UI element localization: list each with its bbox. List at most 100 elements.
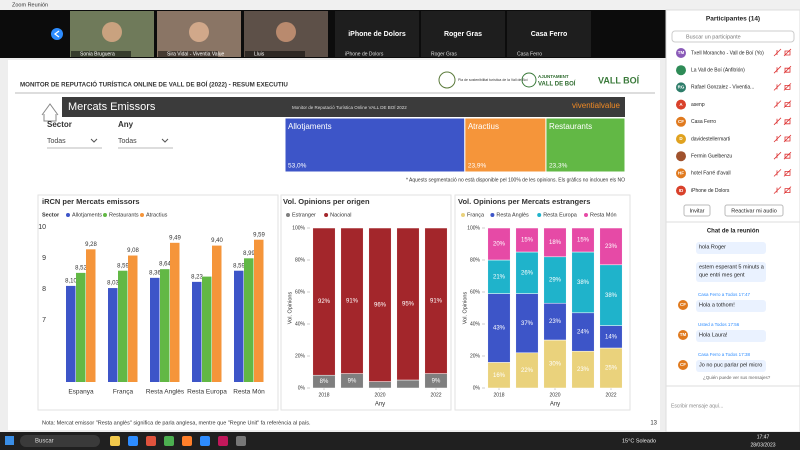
search-placeholder: Buscar un participante bbox=[686, 34, 741, 40]
audio-tile bbox=[335, 11, 419, 57]
tile-name: Lluis bbox=[254, 51, 265, 57]
value-label: 91% bbox=[346, 298, 359, 304]
taskbar-app[interactable] bbox=[182, 436, 192, 446]
legend-label: Allotjaments bbox=[72, 212, 102, 218]
bar-segment bbox=[368, 381, 392, 389]
y-tick-label: 60% bbox=[470, 289, 481, 295]
value-label: 8,23 bbox=[191, 274, 203, 280]
filter-value[interactable]: Todas bbox=[47, 138, 66, 145]
nav-arrow[interactable] bbox=[51, 28, 63, 40]
video-off-icon bbox=[783, 83, 792, 91]
treemap-cell bbox=[464, 117, 547, 173]
button-label[interactable]: Invitar bbox=[690, 208, 705, 214]
value-label: 8,10 bbox=[65, 278, 77, 284]
x-tick-label: Resta Món bbox=[233, 389, 265, 396]
taskbar-app[interactable] bbox=[146, 436, 156, 446]
chart-title: Vol. Opinions per Mercats estrangers bbox=[458, 197, 590, 206]
y-tick-label: 80% bbox=[470, 257, 481, 263]
treemap-cell bbox=[284, 117, 466, 173]
value-label: 37% bbox=[521, 321, 534, 327]
footnote: Nota: Mercat emissor "Resta anglès" sign… bbox=[42, 420, 311, 426]
avatar-initials: CF bbox=[680, 302, 686, 307]
y-tick-label: 80% bbox=[295, 257, 306, 263]
legend-label: Resta Anglès bbox=[496, 212, 529, 218]
value-label: 8,59 bbox=[117, 263, 129, 269]
bar bbox=[118, 270, 128, 382]
y-tick-label: 0% bbox=[473, 385, 481, 391]
brand: viventialvalue bbox=[572, 101, 621, 110]
x-tick-label: 2018 bbox=[318, 392, 329, 398]
taskbar-app[interactable] bbox=[236, 436, 246, 446]
y-tick-label: 7 bbox=[42, 317, 46, 324]
avatar bbox=[676, 48, 686, 58]
avatar-initials: TM bbox=[680, 332, 687, 337]
avatar-initials: HF bbox=[678, 171, 684, 176]
value-label: 95% bbox=[402, 302, 415, 308]
participant-name: asenp bbox=[691, 102, 705, 108]
section-subtitle: Monitor de Reputació Turística Online VA… bbox=[292, 104, 407, 110]
home-icon bbox=[41, 103, 59, 122]
name-bg bbox=[71, 51, 131, 57]
y-tick-label: 100% bbox=[467, 225, 480, 231]
avatar bbox=[678, 330, 688, 340]
taskbar-date: 28/03/2023 bbox=[750, 442, 775, 448]
title-bar bbox=[0, 0, 800, 10]
value-label: 26% bbox=[521, 270, 534, 276]
panel-title: Participantes (14) bbox=[706, 16, 760, 23]
mic-muted-icon bbox=[773, 169, 782, 177]
bar bbox=[108, 288, 118, 382]
taskbar-search: Buscar bbox=[35, 439, 54, 445]
chat-text: estem esperant 5 minuts a bbox=[699, 264, 765, 270]
start-button[interactable] bbox=[5, 436, 14, 445]
legend-label: Atractius bbox=[146, 212, 168, 218]
value-label: 38% bbox=[577, 280, 590, 286]
value-label: 96% bbox=[374, 302, 387, 308]
filter-value[interactable]: Todas bbox=[118, 138, 137, 145]
taskbar-app[interactable] bbox=[164, 436, 174, 446]
button-label[interactable]: Reactivar mi audio bbox=[731, 208, 777, 214]
button[interactable] bbox=[683, 204, 711, 217]
chart-panel bbox=[454, 194, 631, 411]
mic-muted-icon bbox=[773, 65, 782, 74]
value-label: 43% bbox=[493, 326, 506, 332]
y-tick-label: 20% bbox=[470, 353, 481, 359]
legend-label: Resta Europa bbox=[543, 212, 578, 218]
taskbar-app[interactable] bbox=[200, 436, 210, 446]
value-label: 8,59 bbox=[233, 263, 245, 269]
bar bbox=[66, 285, 76, 382]
taskbar-app[interactable] bbox=[128, 436, 138, 446]
value-label: 9,40 bbox=[211, 238, 223, 244]
y-tick-label: 9 bbox=[42, 255, 46, 262]
panel-title: Chat de la reunión bbox=[707, 229, 760, 235]
bar-segment bbox=[368, 227, 392, 382]
participant-name: Txell Morancho - Vall de Boí (Yo) bbox=[691, 50, 764, 56]
value-label: 92% bbox=[318, 299, 331, 305]
value-label: 22% bbox=[521, 368, 534, 374]
chat-input[interactable]: Escribir mensaje aquí... bbox=[671, 403, 723, 409]
legend-dot bbox=[584, 213, 588, 217]
cell-label: Restaurants bbox=[549, 122, 592, 131]
avatar bbox=[676, 82, 686, 93]
search-box[interactable] bbox=[671, 30, 795, 43]
search-bar[interactable] bbox=[20, 435, 100, 447]
mic-muted-icon bbox=[773, 151, 782, 160]
person bbox=[276, 22, 296, 42]
chat-visibility[interactable]: ¿Quién puede ver sus mensajes? bbox=[703, 375, 771, 380]
tile-name: Sira Vidal - Viventia Value bbox=[167, 51, 224, 57]
avatar bbox=[678, 360, 688, 370]
x-tick-label: 2022 bbox=[430, 392, 441, 398]
legend-dot bbox=[490, 213, 495, 217]
y-tick-label: 20% bbox=[295, 353, 306, 359]
logo bbox=[438, 71, 456, 89]
video-off-icon bbox=[783, 186, 792, 194]
chat-text: Hola a tothom! bbox=[699, 302, 735, 308]
tile-name: iPhone de Dolors bbox=[345, 51, 384, 57]
value-label: 30% bbox=[549, 362, 562, 368]
button[interactable] bbox=[724, 204, 784, 217]
value-label: 24% bbox=[577, 330, 590, 336]
legend-dot bbox=[103, 213, 107, 217]
taskbar-app[interactable] bbox=[110, 436, 120, 446]
y-tick-label: 10 bbox=[38, 224, 46, 231]
taskbar-app[interactable] bbox=[218, 436, 228, 446]
